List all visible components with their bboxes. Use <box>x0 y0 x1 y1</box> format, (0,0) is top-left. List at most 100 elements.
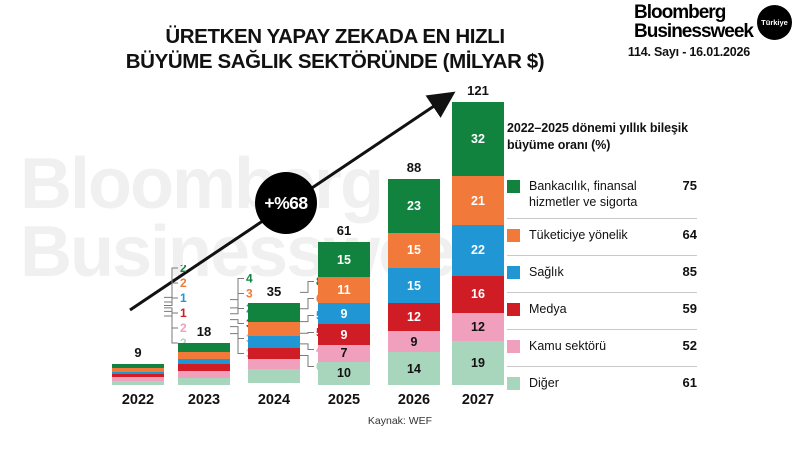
bar-segment[interactable]: 11 <box>318 277 370 304</box>
x-axis-label: 2022 <box>121 392 155 408</box>
bar-segment[interactable] <box>112 363 164 369</box>
bar-segment[interactable] <box>178 359 230 364</box>
legend: 2022–2025 dönemi yıllık bileşik büyüme o… <box>507 120 697 403</box>
legend-swatch-icon <box>507 303 520 316</box>
svg-text:1: 1 <box>180 306 187 320</box>
legend-item-value: 75 <box>682 178 697 193</box>
bloomberg-businessweek-logo: Bloomberg Businessweek <box>634 2 754 42</box>
legend-item[interactable]: Kamu sektörü 52 <box>507 330 697 367</box>
masthead-logo-row: Bloomberg Businessweek Türkiye <box>587 2 792 42</box>
legend-item-label: Kamu sektörü <box>529 339 607 353</box>
bar-segment[interactable] <box>178 352 230 360</box>
stacked-bar[interactable] <box>248 303 300 385</box>
svg-text:1: 1 <box>180 291 187 305</box>
bar-group-2022[interactable]: 9 2022 221122 <box>112 265 187 408</box>
legend-item-value: 64 <box>682 227 697 242</box>
svg-text:2: 2 <box>180 276 187 290</box>
bar-segment[interactable]: 15 <box>318 242 370 278</box>
bar-segment[interactable] <box>248 368 300 383</box>
bar-segment[interactable] <box>112 380 164 386</box>
bar-segment[interactable]: 10 <box>318 361 370 385</box>
bar-segment[interactable]: 16 <box>452 275 504 314</box>
logo-line-businessweek: Businessweek <box>634 20 754 42</box>
masthead: Bloomberg Businessweek Türkiye 114. Sayı… <box>587 2 792 60</box>
legend-item[interactable]: Diğer 61 <box>507 367 697 403</box>
issue-number-date: 114. Sayı - 16.01.2026 <box>627 45 750 60</box>
bar-segment[interactable] <box>248 303 300 322</box>
bar-segment[interactable] <box>178 370 230 378</box>
bar-segment[interactable] <box>248 335 300 348</box>
x-axis-label: 2026 <box>397 392 431 408</box>
leader-labels: 221122 <box>164 265 210 385</box>
bar-segment[interactable]: 15 <box>388 232 440 268</box>
bar-segment[interactable] <box>248 347 300 360</box>
legend-item[interactable]: Tüketiciye yönelik 64 <box>507 219 697 256</box>
svg-text:4: 4 <box>246 272 253 286</box>
legend-swatch-icon <box>507 266 520 279</box>
bar-segment[interactable]: 21 <box>452 176 504 225</box>
bar-segment[interactable] <box>178 363 230 371</box>
x-axis-label: 2025 <box>327 392 361 408</box>
x-axis-label: 2027 <box>461 392 495 408</box>
stacked-bar[interactable] <box>112 363 164 386</box>
legend-item-value: 85 <box>682 264 697 279</box>
logo-line-bloomberg: Bloomberg <box>634 2 726 23</box>
bar-total-label: 121 <box>467 82 489 98</box>
legend-swatch-icon <box>507 229 520 242</box>
bar-segment[interactable]: 9 <box>318 324 370 346</box>
bar-group-2025[interactable]: 15 11 9 9 7 10 61 2025 <box>318 223 370 408</box>
legend-item-label: Bankacılık, finansal hizmetler ve sigort… <box>529 179 638 209</box>
legend-item[interactable]: Bankacılık, finansal hizmetler ve sigort… <box>507 170 697 219</box>
bar-segment[interactable] <box>112 376 164 381</box>
bar-group-2023[interactable]: 182023432333 <box>178 272 253 408</box>
stacked-bar[interactable] <box>178 342 230 385</box>
legend-item-value: 52 <box>682 338 697 353</box>
bar-group-2024[interactable]: 352024865546 <box>248 274 323 408</box>
legend-item-label: Tüketiciye yönelik <box>529 228 628 242</box>
bar-total-label: 18 <box>196 323 212 339</box>
svg-text:2: 2 <box>180 321 187 335</box>
page-title: ÜRETKEN YAPAY ZEKADA EN HIZLI BÜYÜME SAĞ… <box>125 25 545 73</box>
bar-group-2027[interactable]: 32 21 22 16 12 19 121 2027 <box>452 83 504 408</box>
leader-lines-icon: 221122 <box>164 265 187 350</box>
bar-segment[interactable] <box>112 372 164 375</box>
bar-segment[interactable] <box>178 377 230 385</box>
bar-segment[interactable]: 19 <box>452 340 504 385</box>
legend-item[interactable]: Medya 59 <box>507 293 697 330</box>
stacked-bar[interactable]: 32 21 22 16 12 19 <box>452 101 504 385</box>
stacked-bar[interactable]: 15 11 9 9 7 10 <box>318 242 370 385</box>
bar-total-label: 35 <box>266 284 282 300</box>
bar-segment[interactable]: 15 <box>388 268 440 304</box>
bar-segment[interactable]: 22 <box>452 224 504 276</box>
bar-segment[interactable]: 14 <box>388 352 440 385</box>
bar-total-label: 88 <box>406 160 422 176</box>
svg-text:2: 2 <box>180 265 187 275</box>
bar-segment[interactable] <box>112 368 164 373</box>
bar-segment[interactable]: 7 <box>318 345 370 362</box>
bar-total-label: 9 <box>134 344 142 360</box>
source-note: Kaynak: WEF <box>367 415 433 427</box>
bar-total-label: 61 <box>336 223 352 239</box>
legend-item[interactable]: Sağlık 85 <box>507 256 697 293</box>
legend-item-value: 59 <box>682 301 697 316</box>
svg-text:3: 3 <box>246 287 253 301</box>
bar-segment[interactable]: 9 <box>318 303 370 325</box>
x-axis-label: 2024 <box>257 392 291 408</box>
stacked-bar[interactable]: 23 15 15 12 9 14 <box>388 179 440 385</box>
bar-segment[interactable]: 32 <box>452 101 504 177</box>
bar-segment[interactable]: 12 <box>388 303 440 332</box>
legend-item-value: 61 <box>682 375 697 390</box>
bar-segment[interactable]: 12 <box>452 313 504 341</box>
bar-segment[interactable] <box>248 359 300 369</box>
bar-segment[interactable] <box>112 374 164 377</box>
bar-group-2026[interactable]: 23 15 15 12 9 14 88 2026 <box>388 160 440 408</box>
bar-segment[interactable]: 23 <box>388 179 440 233</box>
turkiye-badge-icon: Türkiye <box>757 5 792 41</box>
legend-swatch-icon <box>507 340 520 353</box>
bar-segment[interactable] <box>248 321 300 336</box>
legend-item-label: Sağlık <box>529 265 564 279</box>
bar-segment[interactable]: 9 <box>388 331 440 353</box>
legend-swatch-icon <box>507 377 520 390</box>
bar-segment[interactable] <box>178 342 230 353</box>
